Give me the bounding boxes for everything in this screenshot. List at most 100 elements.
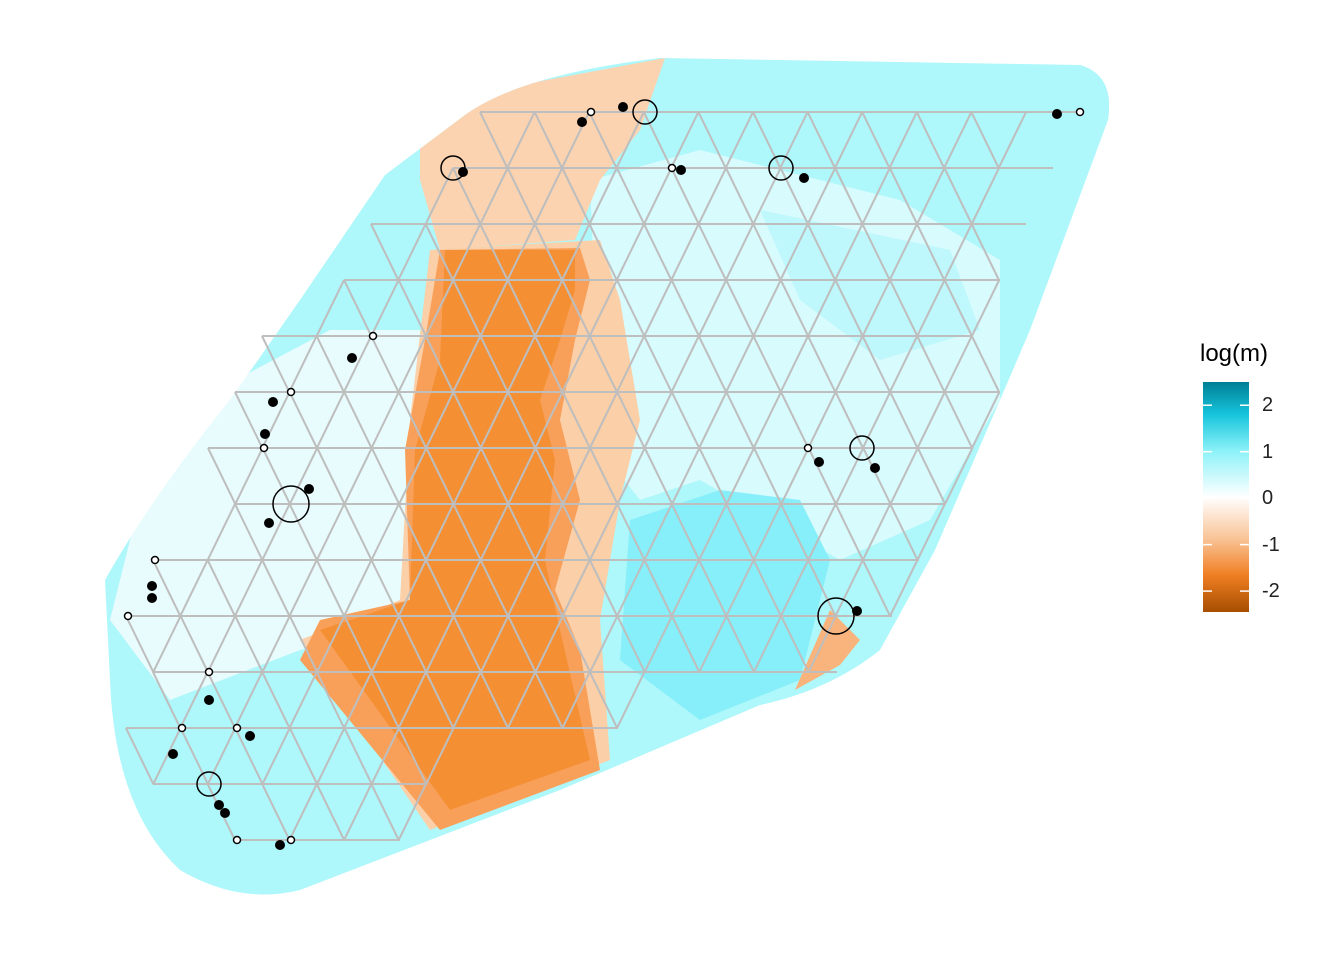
mesh-edge [507,671,537,729]
mesh-edge [834,111,864,169]
mesh-edge [561,223,591,281]
mesh-edge [289,447,319,505]
mesh-edge [943,167,973,225]
legend-gradient [1203,382,1249,612]
mesh-edge [752,391,782,449]
surface-pale-orange-top [420,58,665,250]
mesh-edge [425,615,455,673]
mesh-edge [670,391,700,449]
mesh-edge [507,615,537,673]
mesh-edge [970,111,1000,169]
sample-point-filled [618,102,628,112]
mesh-edge [889,503,919,561]
mesh-edge [452,559,482,617]
mesh-edge [889,447,919,505]
mesh-edge [234,615,264,673]
surface-cyan-lower-right [620,490,830,720]
mesh-edge [916,167,946,225]
mesh-edge [752,559,782,617]
mesh-edge [425,671,455,729]
sample-point-open [204,667,214,677]
mesh-edge [698,503,728,561]
mesh-edge [452,279,482,337]
mesh-edge [479,335,509,393]
mesh-edge [616,391,646,449]
mesh-edge [288,783,318,841]
mesh-edge [780,391,810,449]
mesh-edge [261,559,291,617]
sample-point-filled [147,581,157,591]
mesh-edge [479,167,509,225]
mesh-edge [534,559,564,617]
mesh-edge [671,447,701,505]
mesh-edge [425,559,455,617]
mesh-edge [315,671,345,729]
mesh-edge [725,279,755,337]
sample-point-filled [245,731,255,741]
mesh-edge [370,671,400,729]
mesh-edge [889,391,919,449]
mesh-edge [424,167,454,225]
mesh-edge [370,503,400,561]
mesh-edge [834,335,864,393]
mesh-edge [616,503,646,561]
mesh-edge [834,503,864,561]
mesh-edge [889,335,919,393]
mesh-edge [479,503,509,561]
mesh-edge [534,615,564,673]
mesh-edge [752,111,782,169]
sample-point-open [150,555,160,565]
mesh-edge [780,559,810,617]
mesh-edge [534,503,564,561]
triangular-mesh [125,111,1080,841]
mesh-edge [261,727,291,785]
mesh-edge [370,559,400,617]
sample-point-filled [214,800,224,810]
mesh-edge [425,727,455,785]
mesh-edge [561,391,591,449]
mesh-edge [697,167,727,225]
mesh-edge [507,391,537,449]
mesh-edge [234,503,264,561]
legend-tick-label: -1 [1262,533,1280,556]
mesh-edge [725,559,755,617]
mesh-edge [507,503,537,561]
mesh-edge [588,223,618,281]
mesh-edge [834,279,864,337]
mesh-edge [862,503,892,561]
mesh-edge [779,111,809,169]
sample-point-open [1075,107,1085,117]
mesh-edge [589,447,619,505]
mesh-edge [370,615,400,673]
mesh-edge [861,335,891,393]
mesh-edge [888,111,918,169]
mesh-edge [806,223,836,281]
mesh-edge [152,559,182,617]
mesh-edge [862,447,892,505]
mesh-edge [616,671,646,729]
mesh-edge [370,335,400,393]
mesh-edge [943,223,973,281]
sample-point-open [803,443,813,453]
mesh-edge [370,447,400,505]
mesh-edge [616,279,646,337]
mesh-edge [616,335,646,393]
mesh-edge [970,223,1000,281]
mesh-edge [724,111,754,169]
mesh-edge [397,671,427,729]
mesh-edge [807,615,837,673]
surface-deep-orange-band [320,250,590,810]
mesh-edge [779,279,809,337]
mesh-edge [916,447,946,505]
mesh-edge [261,391,291,449]
sample-point-filled [799,173,809,183]
mesh-edge [370,727,400,785]
mesh-edge [861,111,891,169]
sample-point-filled [347,353,357,363]
sample-point-large-circle [272,485,310,523]
mesh-edge [315,559,345,617]
mesh-edge [589,503,619,561]
mesh-edge [452,335,482,393]
mesh-edge [343,391,373,449]
